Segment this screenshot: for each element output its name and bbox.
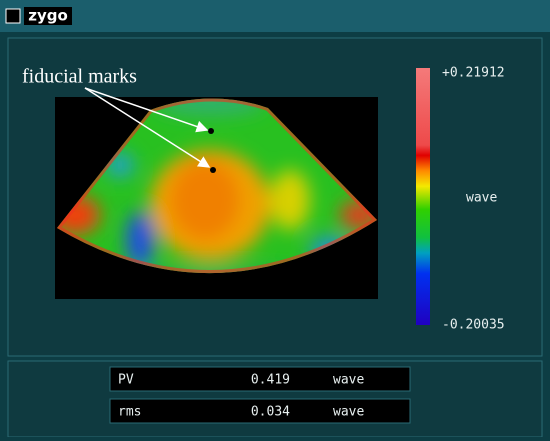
annotation: fiducial marks xyxy=(22,66,137,88)
logo: zygo xyxy=(28,7,68,25)
title-bar xyxy=(0,0,550,32)
stat-value: 0.034 xyxy=(251,405,290,420)
fiducial-mark xyxy=(208,128,214,134)
stat-unit: wave xyxy=(333,405,364,420)
colorbar-max: +0.21912 xyxy=(442,66,505,81)
close-button[interactable] xyxy=(5,8,21,24)
stat-name: rms xyxy=(118,405,141,420)
stat-box xyxy=(109,366,411,392)
arrow xyxy=(84,87,209,133)
logo-box xyxy=(24,7,72,25)
colorbar-min: -0.20035 xyxy=(442,318,505,333)
stat-box xyxy=(109,398,411,424)
colorbar xyxy=(416,68,430,325)
arrow xyxy=(84,87,211,168)
stat-value: 0.419 xyxy=(251,373,290,388)
stat-name: PV xyxy=(118,373,134,388)
stat-unit: wave xyxy=(333,373,364,388)
stats-table: PV 0.419 wave rms 0.034 wave xyxy=(109,366,411,424)
fiducial-mark xyxy=(210,167,216,173)
colorbar-unit: wave xyxy=(466,191,497,206)
